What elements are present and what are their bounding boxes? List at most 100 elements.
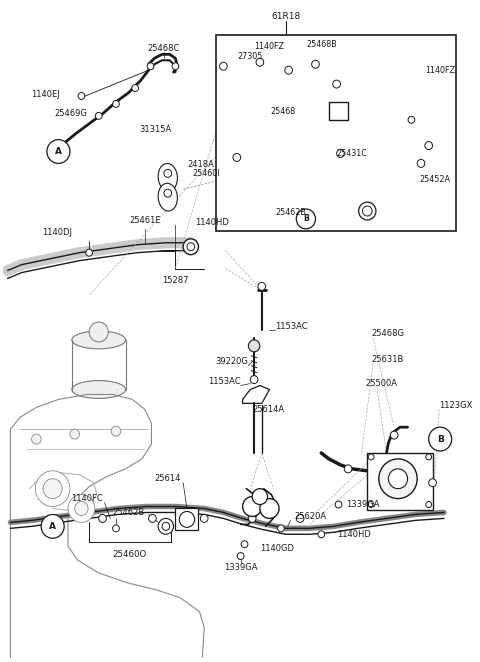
Circle shape bbox=[250, 375, 258, 383]
Ellipse shape bbox=[158, 183, 178, 211]
Text: 39220G: 39220G bbox=[216, 357, 248, 366]
Circle shape bbox=[68, 495, 95, 522]
Circle shape bbox=[164, 189, 172, 197]
Circle shape bbox=[312, 60, 319, 68]
Text: 61R18: 61R18 bbox=[271, 12, 300, 21]
Circle shape bbox=[43, 479, 62, 498]
Circle shape bbox=[111, 426, 121, 436]
Circle shape bbox=[158, 518, 174, 534]
Circle shape bbox=[296, 514, 304, 522]
Text: 27305: 27305 bbox=[238, 52, 263, 61]
Circle shape bbox=[368, 502, 374, 508]
Text: 25614: 25614 bbox=[155, 474, 181, 483]
Text: 25462B: 25462B bbox=[275, 209, 306, 218]
Circle shape bbox=[256, 59, 263, 66]
Text: 25469G: 25469G bbox=[54, 109, 87, 118]
Circle shape bbox=[362, 206, 372, 216]
Circle shape bbox=[426, 502, 432, 508]
Text: 25631B: 25631B bbox=[371, 355, 404, 364]
Text: 1153AC: 1153AC bbox=[275, 322, 308, 330]
Text: 25461E: 25461E bbox=[129, 216, 161, 226]
Text: A: A bbox=[49, 522, 56, 531]
Bar bbox=[367, 453, 432, 510]
Bar bbox=[216, 34, 456, 231]
Text: B: B bbox=[303, 214, 309, 224]
Circle shape bbox=[180, 512, 194, 528]
Circle shape bbox=[425, 142, 432, 150]
Text: 25468G: 25468G bbox=[371, 330, 404, 338]
Circle shape bbox=[260, 498, 279, 518]
Text: 1140FZ: 1140FZ bbox=[254, 42, 285, 51]
Circle shape bbox=[162, 522, 170, 530]
Bar bbox=[329, 102, 348, 120]
Circle shape bbox=[219, 62, 227, 70]
Text: 25460I: 25460I bbox=[192, 169, 219, 178]
Circle shape bbox=[388, 469, 408, 489]
Circle shape bbox=[99, 514, 107, 522]
Circle shape bbox=[237, 553, 244, 559]
Text: 25452A: 25452A bbox=[419, 175, 450, 184]
Text: 25500A: 25500A bbox=[365, 379, 397, 388]
Circle shape bbox=[187, 243, 194, 251]
Circle shape bbox=[359, 202, 376, 220]
Text: 25614A: 25614A bbox=[252, 405, 284, 414]
Circle shape bbox=[32, 434, 41, 444]
Text: A: A bbox=[55, 147, 62, 156]
Bar bbox=[176, 508, 198, 530]
Circle shape bbox=[75, 502, 88, 516]
Text: 1140HD: 1140HD bbox=[194, 218, 228, 228]
Circle shape bbox=[233, 154, 240, 162]
Circle shape bbox=[241, 541, 248, 547]
Ellipse shape bbox=[72, 381, 126, 399]
Circle shape bbox=[426, 454, 432, 460]
Circle shape bbox=[248, 340, 260, 352]
Circle shape bbox=[417, 160, 425, 167]
Circle shape bbox=[78, 93, 85, 99]
Circle shape bbox=[296, 209, 315, 229]
Text: 25462B: 25462B bbox=[112, 508, 145, 517]
Text: B: B bbox=[437, 434, 444, 444]
Circle shape bbox=[200, 514, 208, 522]
Circle shape bbox=[318, 531, 324, 538]
Circle shape bbox=[36, 471, 70, 506]
Ellipse shape bbox=[158, 164, 178, 191]
Circle shape bbox=[344, 465, 352, 473]
Circle shape bbox=[277, 525, 284, 532]
Text: 25431C: 25431C bbox=[336, 149, 367, 158]
Text: 1339GA: 1339GA bbox=[346, 500, 380, 509]
Circle shape bbox=[183, 239, 198, 255]
Text: 1140GD: 1140GD bbox=[260, 544, 294, 553]
Circle shape bbox=[408, 117, 415, 123]
Circle shape bbox=[113, 525, 120, 532]
Text: 15287: 15287 bbox=[162, 276, 189, 285]
Text: 1339GA: 1339GA bbox=[224, 563, 257, 573]
Text: 31315A: 31315A bbox=[139, 125, 171, 134]
Text: 2418A: 2418A bbox=[187, 160, 214, 169]
Circle shape bbox=[256, 58, 264, 66]
Text: 1140FC: 1140FC bbox=[71, 494, 103, 503]
Circle shape bbox=[390, 431, 398, 439]
Circle shape bbox=[89, 322, 108, 342]
Circle shape bbox=[41, 514, 64, 538]
Circle shape bbox=[429, 427, 452, 451]
Circle shape bbox=[285, 66, 292, 74]
Circle shape bbox=[147, 63, 154, 70]
Text: 25468: 25468 bbox=[270, 107, 296, 117]
Circle shape bbox=[258, 283, 265, 291]
Circle shape bbox=[335, 501, 342, 508]
Circle shape bbox=[248, 514, 256, 522]
Circle shape bbox=[333, 80, 340, 88]
Text: 1140FZ: 1140FZ bbox=[425, 66, 455, 75]
Circle shape bbox=[429, 479, 436, 487]
Text: 1140EJ: 1140EJ bbox=[32, 89, 60, 99]
Circle shape bbox=[379, 459, 417, 498]
Circle shape bbox=[172, 63, 179, 70]
Circle shape bbox=[113, 101, 120, 107]
Circle shape bbox=[336, 150, 344, 158]
Circle shape bbox=[164, 169, 172, 177]
Circle shape bbox=[70, 429, 80, 439]
Text: 1140HD: 1140HD bbox=[336, 530, 371, 539]
Text: 25468B: 25468B bbox=[306, 40, 336, 49]
Circle shape bbox=[149, 514, 156, 522]
Circle shape bbox=[242, 496, 262, 516]
